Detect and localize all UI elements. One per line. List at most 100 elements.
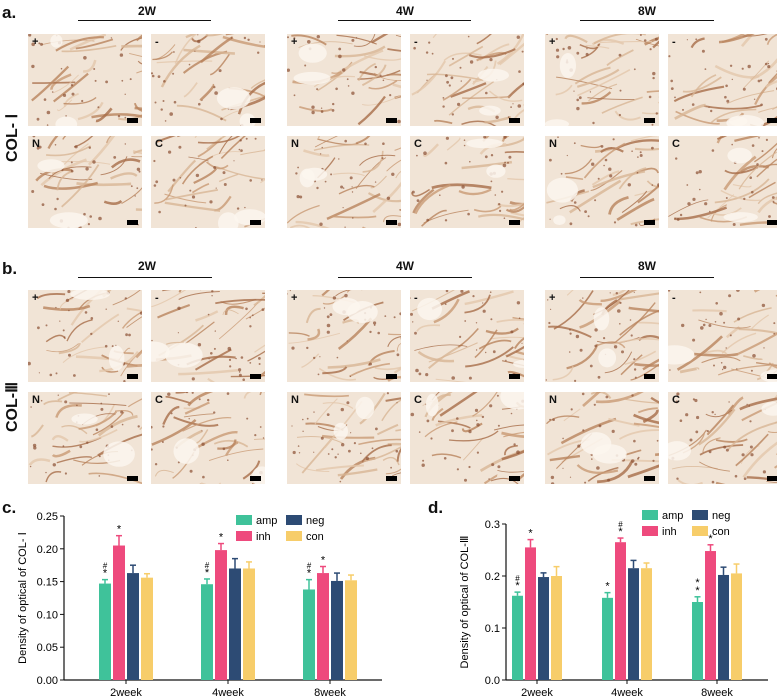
- x-tick-label: 4week: [212, 687, 244, 696]
- micrograph-group-mark: C: [672, 138, 680, 150]
- micrograph-tile: +: [287, 34, 401, 126]
- scale-bar: [644, 118, 655, 123]
- legend-swatch-amp: [642, 510, 658, 520]
- legend-label-neg: neg: [306, 515, 324, 527]
- legend-swatch-neg: [692, 510, 708, 520]
- micrograph-group-mark: +: [549, 36, 556, 48]
- micrograph-group-mark: -: [672, 292, 676, 304]
- scale-bar: [386, 476, 397, 481]
- significance-mark: *: [605, 581, 610, 593]
- y-tick-label: 0.10: [37, 609, 58, 621]
- y-tick-label: 0.05: [37, 642, 58, 654]
- bar-con: [141, 577, 153, 680]
- bar-amp: [303, 589, 315, 680]
- micrograph-group-mark: C: [414, 138, 422, 150]
- scale-bar: [644, 374, 655, 379]
- micrograph-tile: -: [668, 290, 777, 382]
- x-tick-label: 4week: [611, 687, 643, 696]
- legend-label-inh: inh: [256, 531, 271, 543]
- bar-con: [243, 568, 255, 680]
- micrograph-group-mark: -: [414, 292, 418, 304]
- panel-d-label: d.: [428, 498, 444, 517]
- significance-mark: *: [695, 577, 700, 589]
- panel-b-header-line-4w: [338, 277, 472, 278]
- micrograph-group-mark: -: [155, 36, 159, 48]
- bar-neg: [229, 568, 241, 680]
- legend-swatch-con: [692, 526, 708, 536]
- significance-mark: #: [205, 561, 210, 570]
- bar-inh: [705, 551, 716, 680]
- micrograph-group-mark: +: [291, 292, 298, 304]
- bar-neg: [718, 574, 729, 680]
- micrograph-tile: N: [287, 392, 401, 484]
- legend-label-inh: inh: [662, 526, 677, 538]
- scale-bar: [127, 220, 138, 225]
- panel-b-header-line-8w: [580, 277, 714, 278]
- bar-amp: [692, 602, 703, 680]
- panel-a-row-label: COL- Ⅰ: [4, 113, 21, 162]
- bar-inh: [615, 542, 626, 680]
- bar-neg: [127, 573, 139, 680]
- y-tick-label: 0.1: [485, 623, 500, 635]
- significance-mark: *: [528, 528, 533, 540]
- micrograph-tile: +: [545, 34, 659, 126]
- x-tick-label: 2week: [110, 687, 142, 696]
- legend-swatch-neg: [286, 515, 302, 525]
- y-tick-label: 0.20: [37, 544, 58, 556]
- chart-col3-density: 0.0 0.1 0.2 0.3 Density of optical of COL-Ⅲ #…: [459, 510, 768, 696]
- panel-a-label: a.: [2, 3, 17, 22]
- bar-inh: [215, 550, 227, 680]
- legend-swatch-inh: [642, 526, 658, 536]
- panel-b-header-8w: 8W: [638, 259, 656, 273]
- scale-bar: [386, 220, 397, 225]
- significance-mark: *: [205, 567, 210, 579]
- x-tick-label: 8week: [314, 687, 346, 696]
- micrograph-tile: +: [28, 290, 142, 382]
- micrograph-group-mark: C: [414, 394, 422, 406]
- bar-inh: [317, 573, 329, 680]
- significance-mark: #: [618, 520, 623, 529]
- micrograph-tile: N: [545, 136, 659, 228]
- legend-label-neg: neg: [712, 510, 730, 522]
- micrograph-tile: C: [410, 392, 524, 484]
- bar-neg: [628, 568, 639, 680]
- micrograph-group-mark: C: [672, 394, 680, 406]
- panel-a-header-line-8w: [580, 20, 714, 21]
- scale-bar: [127, 374, 138, 379]
- legend-label-con: con: [712, 526, 730, 538]
- micrograph-tile: C: [151, 136, 265, 228]
- bar-inh: [113, 545, 125, 680]
- chart-col1-density: 0.00 0.05 0.10 0.15 0.20 0.25 Density of optic…: [17, 511, 382, 696]
- panel-a-header-line-4w: [338, 20, 471, 21]
- scale-bar: [644, 220, 655, 225]
- micrograph-tile: N: [545, 392, 659, 484]
- micrograph-tile: C: [668, 392, 777, 484]
- bar-amp: [602, 597, 613, 680]
- scale-bar: [767, 118, 777, 123]
- bar-amp: [99, 583, 111, 680]
- scale-bar: [644, 476, 655, 481]
- y-tick-label: 0.15: [37, 577, 58, 589]
- micrograph-tile: +: [28, 34, 142, 126]
- panel-a-header-4w: 4W: [396, 4, 414, 18]
- micrograph-tile: N: [28, 136, 142, 228]
- scale-bar: [509, 374, 520, 379]
- panel-a-header-line-2w: [78, 20, 211, 21]
- significance-mark: *: [708, 533, 713, 545]
- micrograph-tile: -: [410, 34, 524, 126]
- micrograph-group-mark: N: [549, 394, 557, 406]
- micrograph-tile: -: [151, 34, 265, 126]
- significance-mark: *: [103, 568, 108, 580]
- significance-mark: *: [321, 555, 326, 567]
- panel-a-header-8w: 8W: [638, 4, 656, 18]
- scale-bar: [509, 476, 520, 481]
- y-tick-label: 0.25: [37, 511, 58, 523]
- legend-swatch-con: [286, 531, 302, 541]
- panel-a-header-2w: 2W: [138, 4, 156, 18]
- scale-bar: [127, 476, 138, 481]
- scale-bar: [386, 374, 397, 379]
- y-tick-label: 0.0: [485, 675, 500, 687]
- micrograph-group-mark: -: [672, 36, 676, 48]
- micrograph-group-mark: C: [155, 394, 163, 406]
- legend-label-amp: amp: [256, 515, 277, 527]
